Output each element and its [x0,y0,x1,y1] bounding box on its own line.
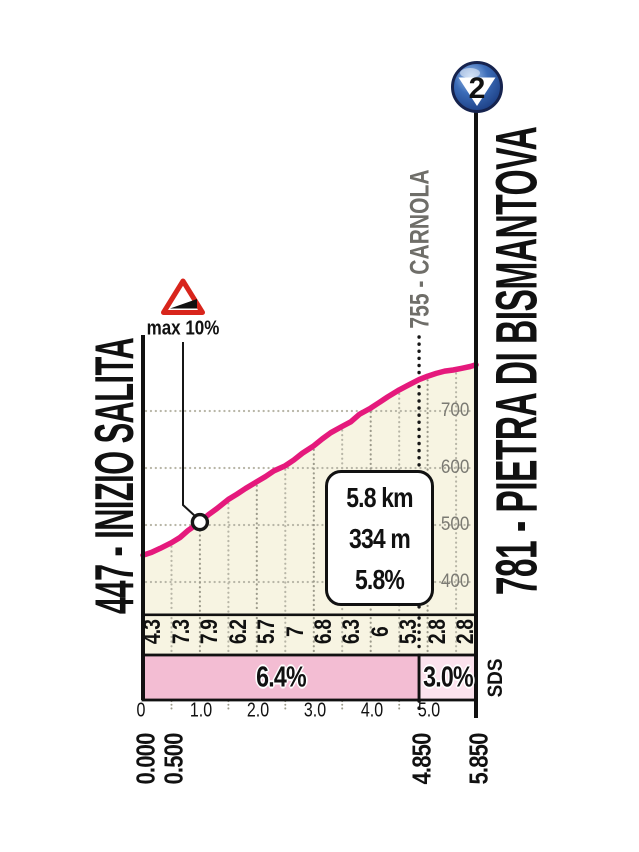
climb-length-value: 5.8 km [346,481,413,513]
climb-gain-value: 334 m [348,522,411,554]
category-badge-number: 2 [469,72,486,105]
climb-avg-gradient-value: 5.8% [354,563,405,595]
climb-stats-box: 5.8 km 334 m 5.8% [325,470,434,606]
category-badge: 2 [451,61,503,113]
